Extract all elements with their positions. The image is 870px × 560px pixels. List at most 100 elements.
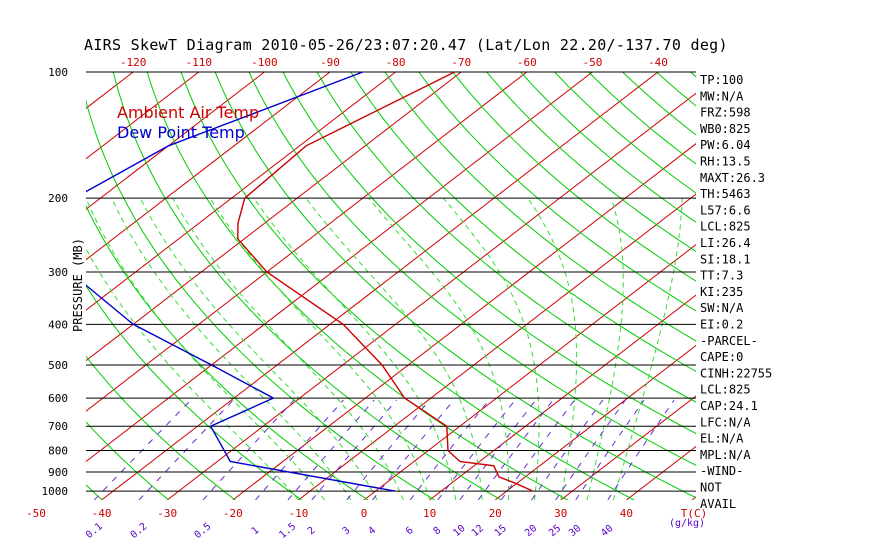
pressure-tick-label: 600 xyxy=(48,392,68,405)
sounding-index-item: LCL:825 xyxy=(700,220,751,234)
pressure-tick-label: 400 xyxy=(48,318,68,331)
pressure-tick-label: 500 xyxy=(48,359,68,372)
sounding-index-item: CAPE:0 xyxy=(700,350,743,364)
sounding-index-item: NOT xyxy=(700,481,722,495)
dry-adiabat-line xyxy=(248,72,696,466)
chart-title: AIRS SkewT Diagram 2010-05-26/23:07:20.4… xyxy=(84,36,728,54)
sounding-index-item: LFC:N/A xyxy=(700,415,751,429)
pressure-tick-label: 900 xyxy=(48,466,68,479)
bottom-temp-tick-label: 40 xyxy=(620,507,633,520)
dry-adiabat-line xyxy=(86,99,435,500)
isotherm-line xyxy=(0,72,2,500)
moist-adiabat-line xyxy=(172,197,404,500)
isotherm-line xyxy=(232,143,696,500)
mixing-ratio-label: 3 xyxy=(341,525,353,537)
mixing-ratio-label: 2 xyxy=(306,525,318,537)
bottom-temp-tick-label: -30 xyxy=(157,507,177,520)
dry-adiabat-line xyxy=(86,355,236,500)
sounding-index-item: WB0:825 xyxy=(700,122,751,136)
mixing-ratio-line xyxy=(409,399,490,500)
mixing-ratio-label: 15 xyxy=(493,523,509,539)
dry-adiabat-line xyxy=(384,72,696,342)
moist-adiabat-line xyxy=(86,197,325,500)
isotherm-line xyxy=(86,72,528,412)
mixing-ratio-line xyxy=(372,399,455,500)
isotherm-line xyxy=(429,294,696,500)
sounding-index-item: MPL:N/A xyxy=(700,448,751,462)
bottom-temp-tick-label: -20 xyxy=(223,507,243,520)
isotherm-line xyxy=(494,344,696,500)
mixing-ratio-label: 30 xyxy=(567,523,583,539)
sounding-index-item: MAXT:26.3 xyxy=(700,171,765,185)
top-temp-tick-label: -110 xyxy=(186,56,213,69)
moist-adiabat-line xyxy=(612,198,683,500)
top-temp-tick-label: -120 xyxy=(120,56,147,69)
dry-adiabat-line xyxy=(452,72,696,282)
moist-adiabat-line xyxy=(253,197,457,500)
mixing-ratio-line xyxy=(437,399,516,500)
bottom-temp-tick-label: -50 xyxy=(26,507,46,520)
moist-adiabat-line xyxy=(209,197,431,500)
mixing-ratio-label: 0.2 xyxy=(129,521,150,541)
sounding-index-item: TH:5463 xyxy=(700,187,751,201)
isotherm-line xyxy=(758,72,870,500)
isotherm-line xyxy=(298,193,696,500)
dry-adiabat-line xyxy=(86,285,302,500)
bottom-temp-tick-label: 10 xyxy=(423,507,436,520)
dry-adiabat-line xyxy=(724,72,870,500)
sounding-index-item: TT:7.3 xyxy=(700,269,743,283)
dry-adiabat-line xyxy=(180,72,635,500)
isotherm-line xyxy=(86,72,331,261)
moist-adiabat-line xyxy=(305,197,483,500)
mixing-ratio-label: 0.1 xyxy=(84,521,105,541)
top-temp-tick-label: -60 xyxy=(517,56,537,69)
bottom-temp-tick-label: 20 xyxy=(489,507,502,520)
isotherm-line xyxy=(86,72,265,210)
isotherm-line xyxy=(86,72,200,160)
dry-adiabat-line xyxy=(86,204,369,500)
mixing-ratio-label: 0.5 xyxy=(193,521,214,541)
mixing-ratio-label: 10 xyxy=(451,523,467,539)
pressure-tick-label: 100 xyxy=(48,66,68,79)
sounding-index-item: MW:N/A xyxy=(700,89,744,103)
sounding-index-item: -PARCEL- xyxy=(700,334,758,348)
dry-adiabat-line xyxy=(282,72,696,435)
dry-adiabat-line xyxy=(520,72,696,223)
top-temp-tick-label: -100 xyxy=(251,56,278,69)
bottom-temp-tick-label: 30 xyxy=(554,507,567,520)
dry-adiabat-line xyxy=(826,72,870,500)
bottom-axis-unit-label: T(C) xyxy=(681,507,708,520)
sounding-index-item: LI:26.4 xyxy=(700,236,751,250)
isotherm-line xyxy=(86,72,134,109)
top-temp-tick-label: -80 xyxy=(386,56,406,69)
sounding-index-item: CAP:24.1 xyxy=(700,399,758,413)
bottom-temp-tick-label: 0 xyxy=(361,507,368,520)
mixing-ratio-line xyxy=(346,399,430,500)
sounding-index-item: FRZ:598 xyxy=(700,106,751,120)
pressure-tick-label: 300 xyxy=(48,266,68,279)
sounding-index-item: SW:N/A xyxy=(700,301,744,315)
pressure-tick-label: 800 xyxy=(48,445,68,458)
moist-adiabat-line xyxy=(442,197,540,500)
dry-adiabat-line xyxy=(214,72,696,499)
moist-adiabat-line xyxy=(368,197,509,500)
bottom-temp-tick-label: -10 xyxy=(288,507,308,520)
pressure-tick-label: 700 xyxy=(48,420,68,433)
sounding-index-item: SI:18.1 xyxy=(700,252,751,266)
mixing-ratio-label: 40 xyxy=(599,523,615,539)
pressure-tick-label: 200 xyxy=(48,192,68,205)
pressure-tick-label: 1000 xyxy=(42,485,69,498)
sounding-index-item: TP:100 xyxy=(700,73,743,87)
top-temp-tick-label: -40 xyxy=(648,56,668,69)
legend-ambient-temp: Ambient Air Temp xyxy=(117,103,259,122)
sounding-index-item: PW:6.04 xyxy=(700,138,751,152)
mixing-ratio-label: 20 xyxy=(523,523,539,539)
mixing-ratio-label: 1.5 xyxy=(277,521,298,541)
bottom-temp-tick-label: -40 xyxy=(92,507,112,520)
dry-adiabat-line xyxy=(350,72,696,373)
moist-adiabat-line xyxy=(139,197,378,500)
isotherm-line xyxy=(101,72,659,500)
sounding-index-item: EI:0.2 xyxy=(700,318,743,332)
dry-adiabat-line xyxy=(0,72,36,500)
moist-adiabat-line xyxy=(111,197,352,500)
